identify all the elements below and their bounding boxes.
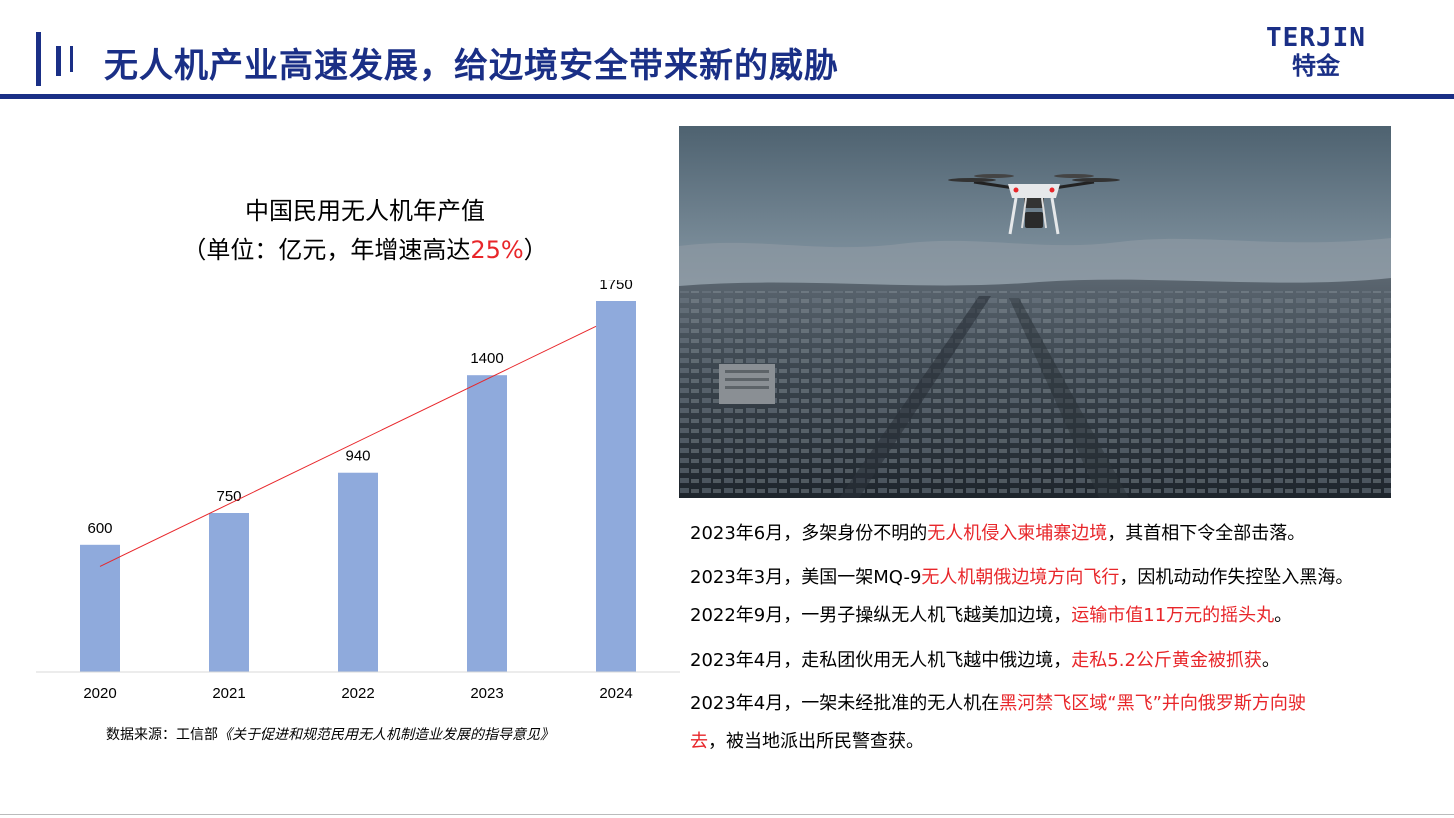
x-tick-2021: 2021 bbox=[212, 685, 245, 702]
header-divider bbox=[0, 94, 1454, 99]
data-label-2022: 940 bbox=[345, 448, 370, 465]
event-text: ，因机动动作失控坠入黑海。 bbox=[1119, 567, 1354, 588]
event-text: 2022年9月，一男子操纵无人机飞越美加边境， bbox=[690, 605, 1072, 626]
data-source-note: 数据来源：工信部《关于促进和规范民用无人机制造业发展的指导意见》 bbox=[106, 724, 554, 744]
event-text: 2023年3月，美国一架MQ-9 bbox=[690, 567, 922, 588]
x-tick-2020: 2020 bbox=[83, 685, 116, 702]
event-highlight: 去 bbox=[690, 731, 708, 752]
title-accent-bar bbox=[36, 32, 41, 86]
event-item: 2023年4月，一架未经批准的无人机在黑河禁飞区域“黑飞”并向俄罗斯方向驶 bbox=[690, 692, 1306, 716]
event-text: ，其首相下令全部击落。 bbox=[1107, 523, 1306, 544]
event-highlight: 运输市值11万元的摇头丸 bbox=[1071, 605, 1275, 626]
data-label-2021: 750 bbox=[216, 488, 241, 505]
event-highlight: 无人机侵入柬埔寨边境 bbox=[927, 523, 1108, 544]
growth-rate-highlight: 25% bbox=[470, 236, 524, 264]
event-text: 。 bbox=[1274, 605, 1293, 626]
title-accent-bar bbox=[56, 46, 61, 76]
trendline bbox=[99, 325, 597, 567]
event-item: 去，被当地派出所民警查获。 bbox=[690, 730, 924, 754]
event-text: 。 bbox=[1261, 650, 1280, 671]
bar-2024 bbox=[596, 301, 636, 672]
event-highlight: 走私5.2公斤黄金被抓获 bbox=[1071, 650, 1262, 671]
event-highlight: 无人机朝俄边境方向飞行 bbox=[921, 567, 1120, 588]
event-highlight: 黑河禁飞区域“黑飞”并向俄罗斯方向驶 bbox=[999, 693, 1306, 714]
logo-chinese: 特金 bbox=[1292, 52, 1340, 80]
x-tick-2024: 2024 bbox=[599, 685, 632, 702]
event-item: 2023年6月，多架身份不明的无人机侵入柬埔寨边境，其首相下令全部击落。 bbox=[690, 522, 1305, 546]
event-text: 2023年6月，多架身份不明的 bbox=[690, 523, 928, 544]
logo-english: TERJIN bbox=[1266, 23, 1366, 53]
event-item: 2023年4月，走私团伙用无人机飞越中俄边境，走私5.2公斤黄金被抓获。 bbox=[690, 649, 1280, 673]
x-tick-2023: 2023 bbox=[470, 685, 503, 702]
bar-2022 bbox=[338, 472, 378, 672]
drone-photo bbox=[679, 126, 1391, 498]
drone-over-city-photo bbox=[679, 126, 1391, 498]
source-prefix: 数据来源：工信部 bbox=[106, 727, 218, 743]
event-item: 2022年9月，一男子操纵无人机飞越美加边境，运输市值11万元的摇头丸。 bbox=[690, 604, 1292, 628]
bar-2023 bbox=[467, 375, 507, 672]
event-text: 2023年4月，走私团伙用无人机飞越中俄边境， bbox=[690, 650, 1072, 671]
source-document: 《关于促进和规范民用无人机制造业发展的指导意见》 bbox=[218, 727, 554, 743]
bar-2021 bbox=[209, 513, 249, 672]
event-text: ，被当地派出所民警查获。 bbox=[708, 731, 924, 752]
data-label-2023: 1400 bbox=[470, 350, 503, 367]
x-tick-2022: 2022 bbox=[341, 685, 374, 702]
footer-divider bbox=[0, 814, 1454, 815]
chart-subtitle-suffix: ） bbox=[523, 236, 548, 264]
bar-2020 bbox=[80, 544, 120, 672]
terjin-logo: TERJIN 特金 bbox=[1256, 24, 1376, 80]
title-accent-bar bbox=[70, 46, 73, 72]
chart-subtitle: （单位：亿元，年增速高达25%） bbox=[120, 230, 610, 265]
page-title: 无人机产业高速发展，给边境安全带来新的威胁 bbox=[104, 46, 839, 86]
data-label-2020: 600 bbox=[87, 520, 112, 537]
event-text: 2023年4月，一架未经批准的无人机在 bbox=[690, 693, 1000, 714]
event-item: 2023年3月，美国一架MQ-9无人机朝俄边境方向飞行，因机动动作失控坠入黑海。 bbox=[690, 566, 1353, 590]
data-label-2024: 1750 bbox=[599, 280, 632, 293]
bar-chart: 600 2020 750 2021 940 2022 1400 2023 1750 2024 bbox=[36, 280, 680, 702]
chart-subtitle-prefix: （单位：亿元，年增速高达 bbox=[182, 236, 471, 264]
chart-title: 中国民用无人机年产值 bbox=[245, 197, 485, 225]
